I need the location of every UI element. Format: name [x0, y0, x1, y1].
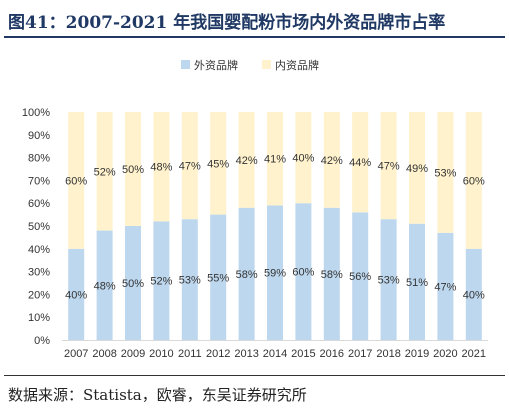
data-label-foreign: 55% — [207, 272, 229, 284]
x-tick-label: 2013 — [234, 348, 258, 360]
title-bar: 图41：2007-2021 年我国婴配粉市场内外资品牌市占率 — [0, 0, 509, 40]
x-tick-label: 2021 — [462, 348, 486, 360]
data-label-domestic: 47% — [378, 161, 400, 173]
data-label-domestic: 45% — [207, 158, 229, 170]
bar-segment-foreign — [437, 232, 454, 340]
y-tick-label: 90% — [28, 130, 50, 142]
x-tick-label: 2018 — [376, 348, 400, 360]
bar-segment-foreign — [153, 221, 170, 340]
legend-swatch-2 — [262, 60, 271, 69]
y-tick-label: 30% — [28, 267, 50, 279]
data-label-foreign: 40% — [463, 289, 485, 301]
data-label-foreign: 56% — [349, 271, 371, 283]
x-tick-label: 2014 — [263, 348, 287, 360]
bar-segment-domestic — [96, 112, 113, 231]
data-label-foreign: 52% — [150, 276, 172, 288]
x-tick-label: 2009 — [121, 348, 145, 360]
data-label-domestic: 47% — [179, 161, 201, 173]
data-label-domestic: 41% — [264, 154, 286, 166]
data-label-foreign: 53% — [378, 275, 400, 287]
y-tick-label: 20% — [28, 289, 50, 301]
footer-divider — [4, 375, 505, 376]
legend-label-2: 内资品牌 — [275, 58, 319, 72]
data-label-domestic: 52% — [94, 166, 116, 178]
bar-segment-domestic — [323, 112, 340, 208]
data-label-domestic: 44% — [349, 157, 371, 169]
chart-title: 图41：2007-2021 年我国婴配粉市场内外资品牌市占率 — [8, 13, 446, 33]
data-label-domestic: 40% — [292, 153, 314, 165]
data-label-domestic: 42% — [321, 155, 343, 167]
bar-segment-domestic — [210, 112, 227, 215]
bar-segment-foreign — [238, 207, 255, 340]
bar-segment-domestic — [295, 112, 312, 204]
data-label-domestic: 42% — [236, 155, 258, 167]
bar-segment-foreign — [125, 226, 141, 340]
legend-label-1: 外资品牌 — [194, 58, 238, 72]
bar-segment-foreign — [465, 248, 482, 340]
bar-segment-foreign — [352, 212, 369, 340]
y-tick-label: 10% — [28, 312, 50, 324]
x-tick-label: 2019 — [405, 348, 429, 360]
data-label-foreign: 40% — [65, 289, 87, 301]
y-tick-label: 50% — [28, 221, 50, 233]
data-label-domestic: 60% — [65, 175, 87, 187]
data-label-foreign: 60% — [292, 267, 314, 279]
data-label-foreign: 47% — [434, 281, 456, 293]
bar-segment-domestic — [409, 112, 425, 224]
x-tick-label: 2016 — [320, 348, 344, 360]
bar-segment-domestic — [181, 112, 198, 220]
bar-segment-foreign — [380, 219, 397, 340]
y-tick-label: 0% — [34, 335, 50, 347]
bar-segment-domestic — [267, 112, 283, 206]
y-tick-label: 70% — [28, 175, 50, 187]
x-tick-label: 2017 — [348, 348, 372, 360]
bar-segment-foreign — [210, 214, 227, 340]
data-label-domestic: 53% — [434, 167, 456, 179]
x-tick-label: 2007 — [64, 348, 88, 360]
data-label-domestic: 48% — [150, 162, 172, 174]
bar-segment-domestic — [380, 112, 397, 220]
y-tick-label: 60% — [28, 198, 50, 210]
bar-segment-domestic — [238, 112, 255, 208]
bar-segment-foreign — [267, 205, 283, 340]
x-tick-label: 2008 — [92, 348, 116, 360]
bar-segment-foreign — [409, 223, 425, 340]
bar-segment-domestic — [465, 112, 482, 249]
data-label-domestic: 49% — [406, 163, 428, 175]
data-label-foreign: 51% — [406, 277, 428, 289]
data-label-foreign: 53% — [179, 275, 201, 287]
bar-segment-domestic — [68, 112, 85, 249]
y-tick-label: 100% — [22, 107, 50, 119]
data-label-foreign: 59% — [264, 268, 286, 280]
data-label-foreign: 48% — [94, 280, 116, 292]
bar-segment-domestic — [153, 112, 170, 222]
x-tick-label: 2011 — [178, 348, 202, 360]
bar-segment-foreign — [295, 203, 312, 340]
y-tick-label: 80% — [28, 153, 50, 165]
bar-segment-domestic — [352, 112, 369, 213]
x-tick-label: 2010 — [149, 348, 173, 360]
data-label-foreign: 58% — [321, 269, 343, 281]
data-label-foreign: 50% — [122, 278, 144, 290]
bar-segment-foreign — [181, 219, 198, 340]
bar-segment-domestic — [437, 112, 454, 233]
x-tick-label: 2012 — [206, 348, 230, 360]
bar-segment-foreign — [323, 207, 340, 340]
title-divider — [4, 36, 505, 38]
data-label-domestic: 60% — [463, 175, 485, 187]
y-tick-label: 40% — [28, 244, 50, 256]
x-tick-label: 2020 — [433, 348, 457, 360]
source-note: 数据来源：Statista，欧睿，东吴证券研究所 — [8, 386, 307, 404]
bar-segment-foreign — [96, 230, 113, 340]
data-label-domestic: 50% — [122, 164, 144, 176]
bar-segment-domestic — [125, 112, 141, 226]
data-label-foreign: 58% — [236, 269, 258, 281]
legend-swatch-1 — [181, 60, 190, 69]
bar-segment-foreign — [68, 248, 85, 340]
x-tick-label: 2015 — [291, 348, 315, 360]
